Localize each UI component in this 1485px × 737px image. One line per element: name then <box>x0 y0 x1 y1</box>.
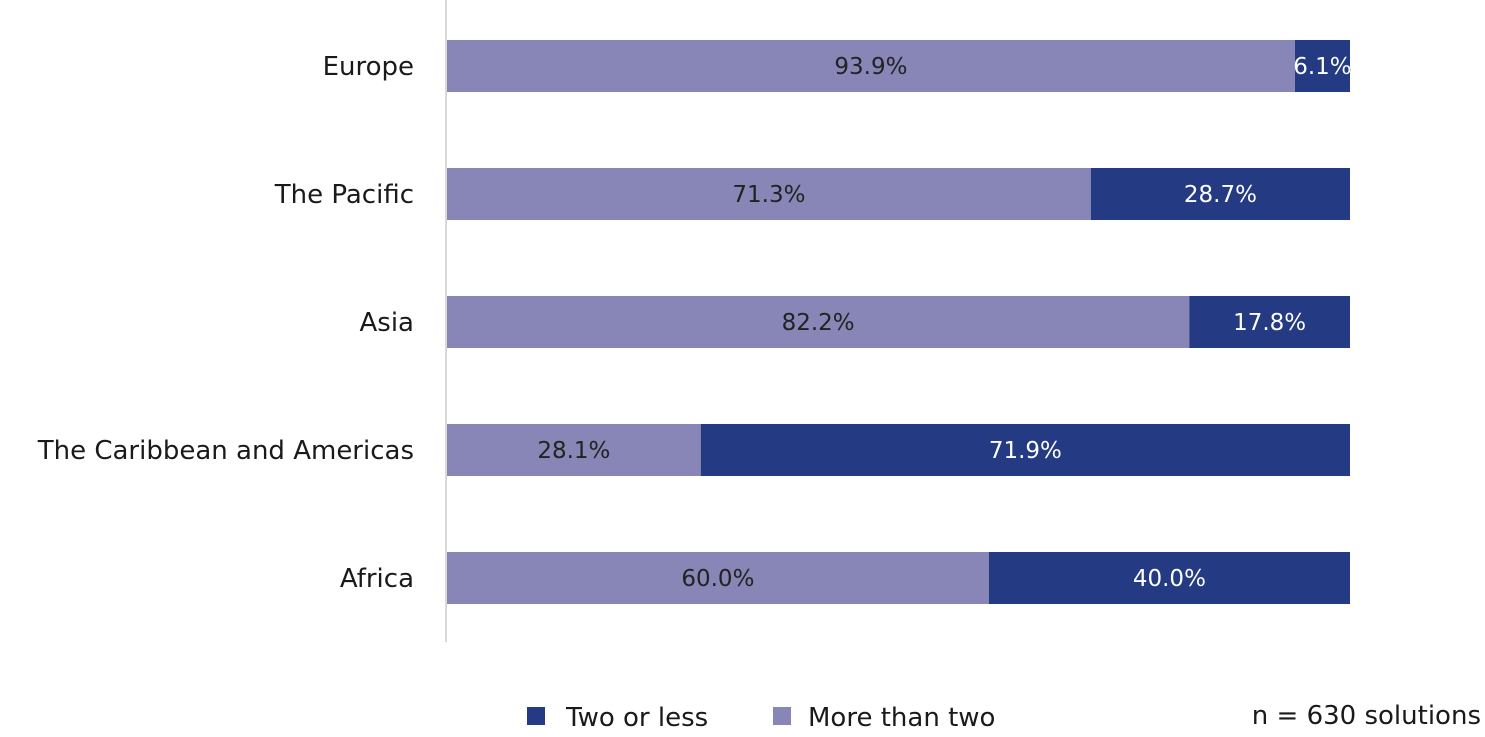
data-label-africa-two-or-less: 40.0% <box>1133 566 1206 592</box>
bar-segment-the-pacific-more-than-two <box>447 168 1091 220</box>
data-label-europe-two-or-less: 6.1% <box>1293 54 1351 80</box>
bar-segment-asia-more-than-two <box>447 296 1190 348</box>
data-label-europe-more-than-two: 93.9% <box>834 54 907 80</box>
legend-label-two-or-less: Two or less <box>565 703 708 733</box>
data-label-asia-more-than-two: 82.2% <box>782 310 855 336</box>
bar-segment-asia-two-or-less <box>1189 296 1350 348</box>
category-label-asia: Asia <box>360 308 415 338</box>
legend-swatch-two-or-less <box>527 707 545 725</box>
bar-segment-africa-more-than-two <box>447 552 989 604</box>
category-label-africa: Africa <box>340 564 414 594</box>
category-label-the-caribbean-and-americas: The Caribbean and Americas <box>37 436 414 466</box>
legend-label-more-than-two: More than two <box>808 703 995 733</box>
data-label-the-caribbean-and-americas-two-or-less: 71.9% <box>989 438 1062 464</box>
bar-segment-the-pacific-two-or-less <box>1090 168 1350 220</box>
bar-segment-europe-more-than-two <box>447 40 1295 92</box>
legend: Two or less More than two <box>527 703 995 733</box>
data-label-the-caribbean-and-americas-more-than-two: 28.1% <box>537 438 610 464</box>
bar-segment-the-caribbean-and-americas-more-than-two <box>447 424 701 476</box>
category-label-the-pacific: The Pacific <box>274 180 414 210</box>
bar-segment-europe-two-or-less <box>1294 40 1350 92</box>
data-label-asia-two-or-less: 17.8% <box>1233 310 1306 336</box>
data-label-the-pacific-more-than-two: 71.3% <box>732 182 805 208</box>
bar-segment-the-caribbean-and-americas-two-or-less <box>700 424 1350 476</box>
category-label-europe: Europe <box>323 52 414 82</box>
data-label-africa-more-than-two: 60.0% <box>681 566 754 592</box>
bar-segment-africa-two-or-less <box>988 552 1350 604</box>
sample-size-note: n = 630 solutions <box>1252 701 1481 731</box>
legend-swatch-more-than-two <box>773 707 791 725</box>
data-label-the-pacific-two-or-less: 28.7% <box>1184 182 1257 208</box>
